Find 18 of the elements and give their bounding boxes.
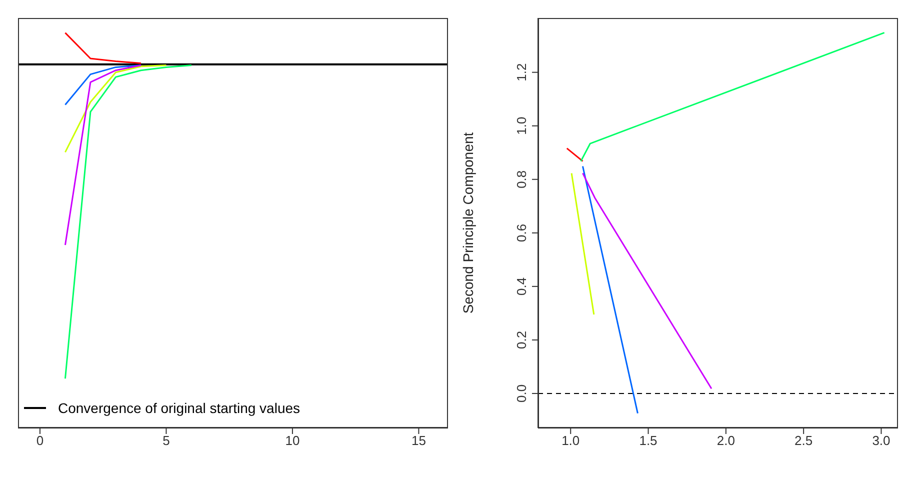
- x-tick-label: 0: [36, 433, 44, 448]
- x-tick-label: 10: [285, 433, 300, 448]
- x-tick-label: 2.0: [716, 433, 735, 448]
- x-tick-label: 1.0: [562, 433, 580, 448]
- y-tick-label: 1.2: [514, 63, 529, 82]
- x-tick-label: 15: [411, 433, 426, 448]
- y-axis-title: Second Principle Component: [460, 132, 476, 314]
- y-tick-label: 0.2: [514, 330, 529, 349]
- legend-label: Convergence of original starting values: [58, 400, 300, 416]
- y-tick-label: 1.0: [514, 116, 529, 135]
- y-tick-label: 0.4: [514, 277, 529, 296]
- y-tick-label: 0.6: [514, 224, 529, 242]
- x-tick-label: 1.5: [639, 433, 658, 448]
- y-tick-label: 0.8: [514, 170, 529, 188]
- x-tick-label: 3.0: [872, 433, 890, 448]
- x-tick-label: 5: [162, 433, 170, 448]
- x-tick-label: 2.5: [794, 433, 813, 448]
- y-tick-label: 0.0: [514, 384, 529, 403]
